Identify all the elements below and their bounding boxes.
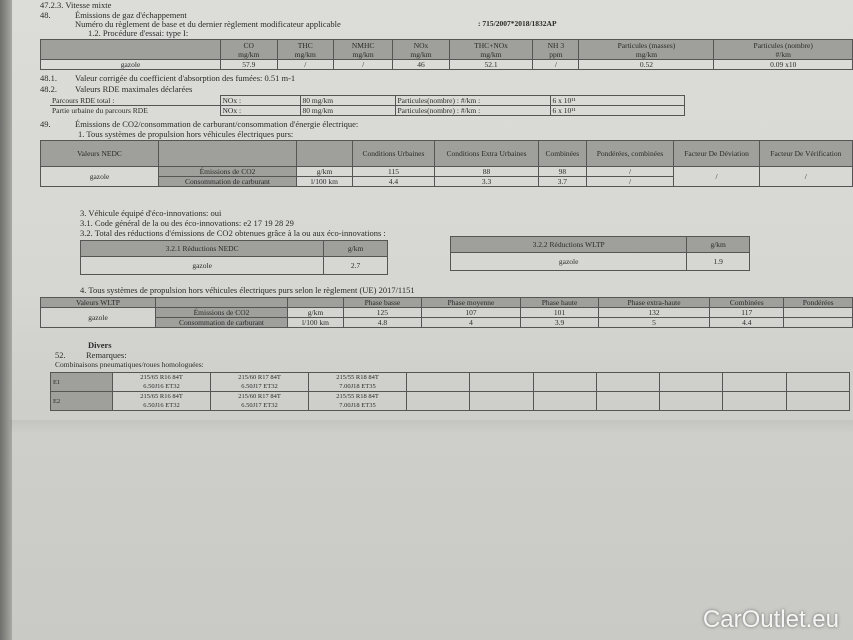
col-pm-number: Particules (nombre) #/km — [713, 39, 853, 60]
section-48-number: 48. — [40, 10, 51, 20]
regulation-value: : 715/2007*2018/1832AP — [478, 19, 557, 28]
section-49-subtitle: 1. Tous systèmes de propulsion hors véhi… — [78, 129, 294, 139]
regulation-label: Numéro du règlement de base et du dernie… — [75, 19, 341, 29]
col-thc-nox: THC+NOx mg/km — [448, 39, 534, 60]
table-row: E2 215/65 R16 84T 6.50J16 ET32 215/60 R17 8… — [50, 391, 851, 411]
remarks-label: Remarques: — [86, 350, 127, 360]
col-nh3: NH 3 ppm — [532, 39, 580, 60]
table-row: Parcours RDE total : NOx :80 mg/km Particu… — [50, 95, 685, 106]
watermark-logo: CarOutlet.eu — [702, 606, 839, 633]
page-binding — [0, 0, 12, 640]
col-thc: THC mg/km — [276, 39, 335, 60]
rde-table: Parcours RDE total : NOx :80 mg/km Particu… — [50, 95, 685, 116]
tyre-table: E1 215/65 R16 84T 6.50J16 ET32 215/60 R17 8… — [50, 372, 851, 411]
eco-total: 3.2. Total des réductions d'émissions de… — [80, 228, 386, 238]
table-row: gazole Émissions de CO2 g/km 115 88 98// / — [40, 166, 853, 187]
eco-code: 3.1. Code général de la ou des éco-innov… — [80, 218, 294, 228]
section-49-title: Émissions de CO2/consommation de carbura… — [75, 119, 359, 129]
rde-title: Valeurs RDE maximales déclarées — [75, 84, 193, 94]
table-row: Partie urbaine du parcours RDE NOx :80 mg… — [50, 105, 685, 116]
col-nox: NOx mg/km — [392, 39, 450, 60]
section-48-title: Émissions de gaz d'échappement — [75, 10, 187, 20]
wltp-reductions-table: 3.2.2 Réductions WLTP g/km gazole 1.9 — [449, 236, 750, 271]
table-row: gazole 57.9//46 52.1/0.52 0.09 x10 — [40, 59, 853, 70]
emissions-table: CO mg/km THC mg/km NMHC mg/km NOx mg/km THC+… — [40, 39, 853, 70]
test-procedure: 1.2. Procédure d'essai: type I: — [88, 28, 189, 38]
section-48-1-number: 48.1. — [40, 73, 57, 83]
eco-innovation: 3. Véhicule équipé d'éco-innovations: ou… — [80, 208, 222, 218]
col-co: CO mg/km — [220, 39, 278, 60]
section-4-title: 4. Tous systèmes de propulsion hors véhi… — [80, 285, 415, 295]
section-52-number: 52. — [55, 350, 66, 360]
col-pm-mass: Particules (masses) mg/km — [578, 39, 715, 60]
table-row: E1 215/65 R16 84T 6.50J16 ET32 215/60 R17 8… — [50, 372, 851, 392]
nedc-reductions-table: 3.2.1 Réductions NEDC g/km gazole 2.7 — [79, 240, 388, 275]
paper-fold — [10, 420, 853, 434]
table-row: Consommation de carburant l/100 km 4.4 3.3 3… — [41, 176, 853, 187]
nedc-table: Valeurs NEDC Conditions Urbaines Condition… — [40, 140, 853, 187]
table-row: gazole Émissions de CO2 g/km 125 107 101 132 11… — [40, 307, 853, 328]
divers-title: Divers — [88, 340, 112, 350]
wltp-table: Valeurs WLTP Phase basse Phase moyenne Phas… — [40, 297, 853, 328]
table-row: Consommation de carburant l/100 km 4.8 4 3.9… — [41, 317, 853, 328]
smoke-coefficient: Valeur corrigée du coefficient d'absorpt… — [75, 73, 296, 83]
col-nmhc: NMHC mg/km — [333, 39, 394, 60]
cut-line: 47.2.3. Vitesse mixte — [40, 0, 112, 10]
section-49-number: 49. — [40, 119, 51, 129]
tyre-combinations-label: Combinaisons pneumatiques/roues homologu… — [55, 360, 204, 369]
section-48-2-number: 48.2. — [40, 84, 57, 94]
